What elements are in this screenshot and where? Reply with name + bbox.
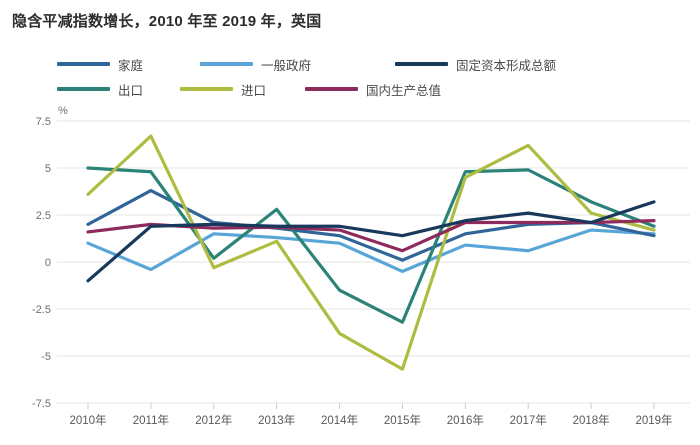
series-line-固定资本形成总额	[86, 200, 656, 283]
y-axis-tick-label: 0	[45, 257, 51, 269]
legend-label: 进口	[241, 83, 267, 98]
x-axis-tick-label: 2015年	[384, 413, 421, 427]
legend-label: 出口	[118, 83, 144, 98]
legend-swatch-icon	[200, 62, 253, 66]
x-axis-tick-label: 2011年	[133, 413, 169, 427]
chart-title: 隐含平减指数增长，2010 年至 2019 年，英国	[12, 13, 322, 30]
legend-swatch-icon	[180, 87, 233, 91]
y-axis-tick-label: -2.5	[32, 304, 51, 316]
y-axis-unit-label: %	[58, 105, 68, 117]
x-axis-tick-label: 2010年	[69, 413, 106, 427]
legend-swatch-icon	[395, 62, 448, 66]
legend-label: 家庭	[118, 58, 144, 73]
y-axis-tick-label: 5	[45, 163, 51, 175]
legend-swatch-icon	[57, 87, 110, 91]
legend-label: 国内生产总值	[366, 83, 442, 98]
y-axis-tick-label: -5	[41, 351, 51, 363]
y-axis-tick-label: 7.5	[36, 116, 51, 128]
y-axis-tick-label: -7.5	[32, 398, 51, 410]
x-axis-tick-label: 2019年	[635, 413, 672, 427]
legend-label: 固定资本形成总额	[456, 58, 557, 73]
x-axis-tick-label: 2012年	[195, 413, 232, 427]
y-axis-tick-label: 2.5	[36, 210, 51, 222]
legend-label: 一般政府	[261, 58, 312, 73]
legend-item-国内生产总值[interactable]: 国内生产总值	[305, 82, 442, 98]
legend-swatch-icon	[57, 62, 110, 66]
legend-item-进口[interactable]: 进口	[180, 82, 267, 98]
series-line-进口	[86, 134, 656, 371]
legend-item-一般政府[interactable]: 一般政府	[200, 57, 312, 73]
x-axis-tick-label: 2018年	[573, 413, 610, 427]
x-axis-tick-label: 2016年	[447, 413, 484, 427]
legend-item-固定资本形成总额[interactable]: 固定资本形成总额	[395, 57, 557, 73]
legend-item-出口[interactable]: 出口	[57, 82, 144, 98]
series-line-一般政府	[86, 228, 656, 273]
x-axis-tick-label: 2017年	[510, 413, 547, 427]
legend: 家庭 一般政府 固定资本形成总额出口 进口 国内生产总值	[0, 0, 700, 100]
series-line-出口	[86, 166, 656, 324]
legend-swatch-icon	[305, 87, 358, 91]
x-axis-tick-label: 2013年	[258, 413, 295, 427]
x-axis-tick-label: 2014年	[321, 413, 358, 427]
legend-item-家庭[interactable]: 家庭	[57, 57, 144, 73]
